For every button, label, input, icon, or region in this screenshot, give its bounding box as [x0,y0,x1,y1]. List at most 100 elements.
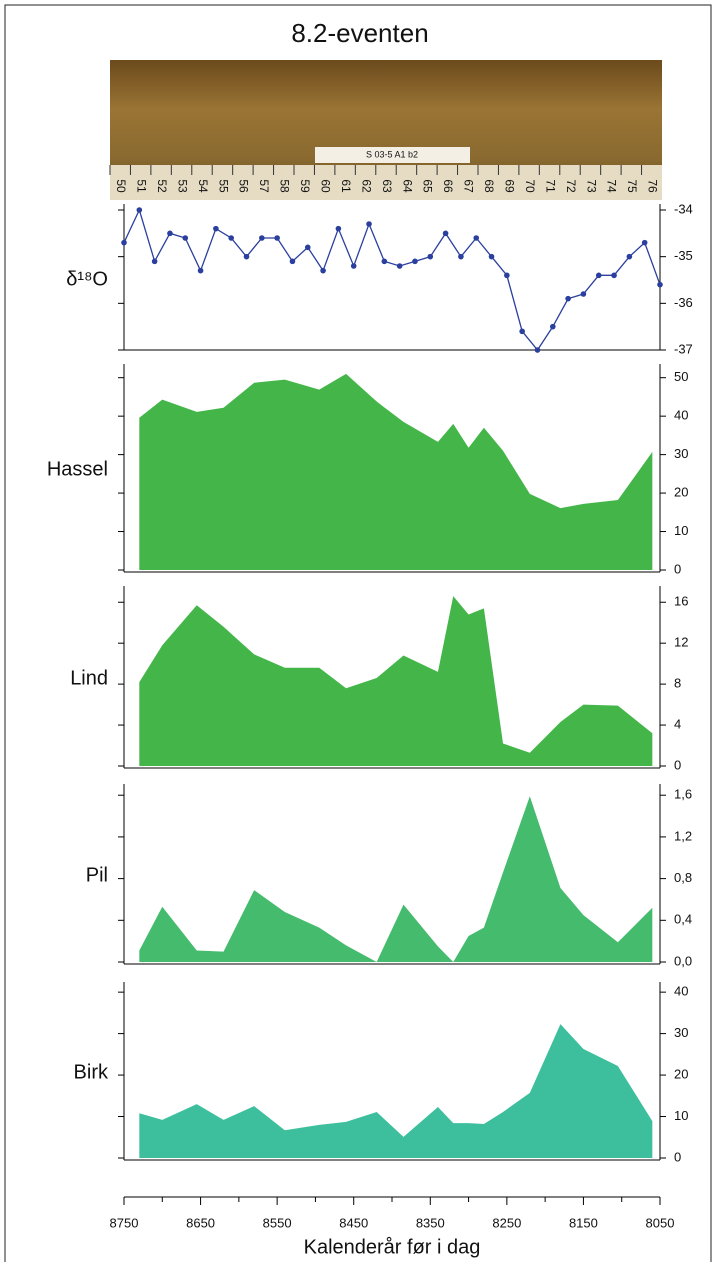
y-tick-label: 0 [674,757,681,772]
panel-label: δ¹⁸O [66,268,108,290]
ruler-number: 73 [584,179,598,193]
point [642,240,648,246]
ruler-number: 62 [359,179,373,193]
y-tick-label: 20 [674,1067,688,1082]
ruler-number: 53 [175,179,189,193]
point [366,221,372,227]
y-tick-label: 50 [674,369,688,384]
point [627,254,633,260]
point [581,291,587,297]
x-tick-label: 8050 [646,1215,675,1230]
point [657,282,663,288]
ruler-number: 58 [278,179,292,193]
point [290,259,296,265]
ruler-number: 74 [605,179,619,193]
ruler-number: 55 [216,179,230,193]
y-tick-label: -36 [674,295,693,310]
point [382,259,388,265]
point [397,263,403,269]
panel-label: Birk [74,1061,109,1083]
ruler-number: 59 [298,179,312,193]
point [443,231,449,237]
point [550,324,556,330]
ruler-number: 50 [114,179,128,193]
point [504,273,510,279]
ruler-number: 68 [482,179,496,193]
ruler-number: 51 [134,179,148,193]
area [139,374,652,570]
y-tick-label: 0,0 [674,953,692,968]
y-tick-label: 10 [674,523,688,538]
y-tick-label: -34 [674,201,693,216]
ruler-number: 72 [564,179,578,193]
ruler-number: 75 [625,179,639,193]
point [182,235,188,241]
ruler-number: 70 [523,179,537,193]
ruler-number: 71 [543,179,557,193]
ruler-number: 69 [502,179,516,193]
point [351,263,357,269]
ruler-number: 56 [237,179,251,193]
x-tick-label: 8550 [263,1215,292,1230]
ruler-number: 65 [421,179,435,193]
y-tick-label: 10 [674,1108,688,1123]
ruler-number: 54 [196,179,210,193]
point [274,235,280,241]
figure: 8.2-eventen S 03-5 A1 b2 50 51 52 53 54 55 56 5… [0,0,716,1262]
point [596,273,602,279]
x-tick-label: 8650 [186,1215,215,1230]
point [427,254,433,260]
point [458,254,464,260]
y-tick-label: 30 [674,446,688,461]
y-tick-label: 0 [674,561,681,576]
y-tick-label: -35 [674,248,693,263]
y-tick-label: 40 [674,408,688,423]
point [213,226,219,232]
point [336,226,342,232]
ruler-number: 60 [318,179,332,193]
panel-label: Lind [70,667,108,689]
ruler-number: 64 [400,179,414,193]
point [259,235,265,241]
point [121,240,127,246]
x-tick-label: 8750 [110,1215,139,1230]
x-axis-title: Kalenderår før i dag [304,1236,481,1258]
y-tick-label: 8 [674,676,681,691]
ruler-number: 67 [462,179,476,193]
y-tick-label: 0,8 [674,870,692,885]
point [489,254,495,260]
point [228,235,234,241]
x-tick-label: 8450 [339,1215,368,1230]
ruler-number: 63 [380,179,394,193]
y-tick-label: 16 [674,594,688,609]
ruler-number: 52 [155,179,169,193]
x-tick-label: 8350 [416,1215,445,1230]
y-tick-label: 40 [674,984,688,999]
point [519,329,525,335]
sample-label: S 03-5 A1 b2 [366,149,418,159]
figure-title: 8.2-eventen [291,18,428,48]
y-tick-label: -37 [674,341,693,356]
y-tick-label: 1,6 [674,787,692,802]
y-tick-label: 0 [674,1149,681,1164]
point [137,207,143,213]
x-tick-label: 8250 [492,1215,521,1230]
x-tick-label: 8150 [569,1215,598,1230]
area [139,1024,652,1158]
ruler-number: 66 [441,179,455,193]
line [124,210,660,350]
ruler-number: 76 [646,179,660,193]
area [139,796,652,962]
point [320,268,326,274]
area [139,596,652,766]
panel-label: Pil [86,864,108,886]
point [167,231,173,237]
point [305,245,311,251]
point [611,273,617,279]
point [198,268,204,274]
point [152,259,158,265]
ruler-number: 57 [257,179,271,193]
y-tick-label: 20 [674,485,688,500]
plots: δ¹⁸O-37-36-35-34Hassel01020304050Lind048… [47,201,693,1258]
y-tick-label: 30 [674,1025,688,1040]
